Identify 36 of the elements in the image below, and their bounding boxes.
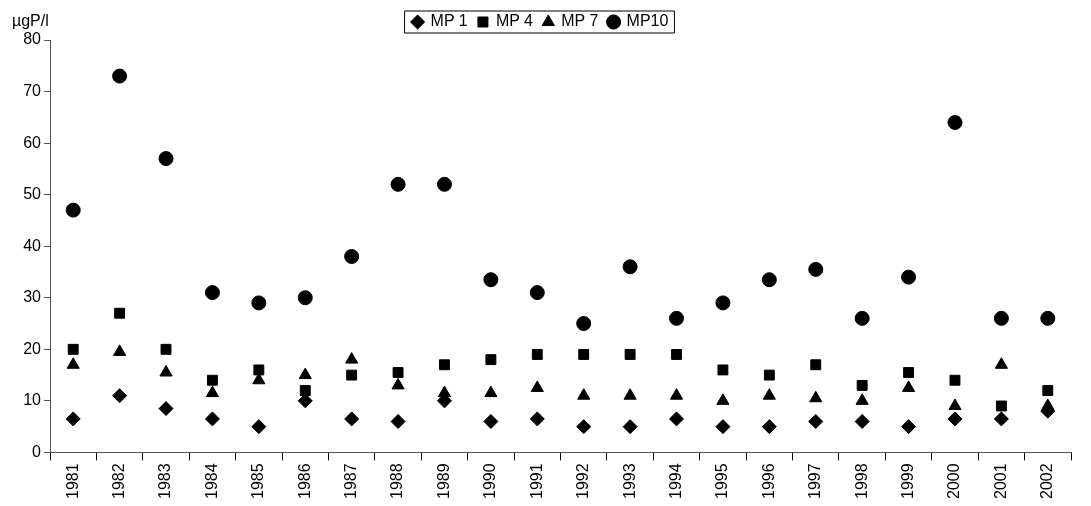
legend-label: MP 7 [561,12,599,30]
x-tick-label: 2002 [1038,463,1056,499]
x-tick-label: 1984 [202,463,220,499]
x-tick-label: 1985 [249,463,267,499]
y-tick-label: 10 [23,391,42,409]
legend-label: MP 4 [495,12,534,30]
x-tick-label: 1995 [713,463,731,499]
x-tick-label: 2001 [991,463,1009,499]
x-tick-label: 1997 [806,463,824,499]
x-tick-label: 1991 [527,463,545,499]
legend-label: MP10 [626,12,669,30]
y-tick-label: 0 [32,442,42,460]
x-tick-label: 1994 [666,463,684,499]
x-tick-label: 1992 [574,463,592,499]
x-tick-label: 1990 [481,463,499,499]
y-tick-label: 80 [23,30,42,48]
x-tick-label: 1989 [434,463,452,499]
x-tick-label: 2000 [945,463,963,499]
x-tick-label: 1998 [852,463,870,499]
x-tick-label: 1983 [156,463,174,499]
x-tick-label: 1993 [620,463,638,499]
x-tick-label: 1986 [295,463,313,499]
x-tick-label: 1981 [63,463,81,499]
y-tick-label: 40 [23,236,42,254]
y-tick-label: 50 [23,185,42,203]
x-tick-label: 1999 [898,463,916,499]
x-tick-label: 1982 [110,463,128,499]
y-tick-label: 20 [23,339,42,357]
x-tick-label: 1988 [388,463,406,499]
x-tick-label: 1996 [759,463,777,499]
y-axis-title: µgP/l [12,12,49,30]
y-tick-label: 30 [23,288,42,306]
legend-label: MP 1 [430,12,468,30]
y-tick-label: 60 [23,133,42,151]
y-tick-label: 70 [23,81,42,99]
x-tick-label: 1987 [342,463,360,499]
